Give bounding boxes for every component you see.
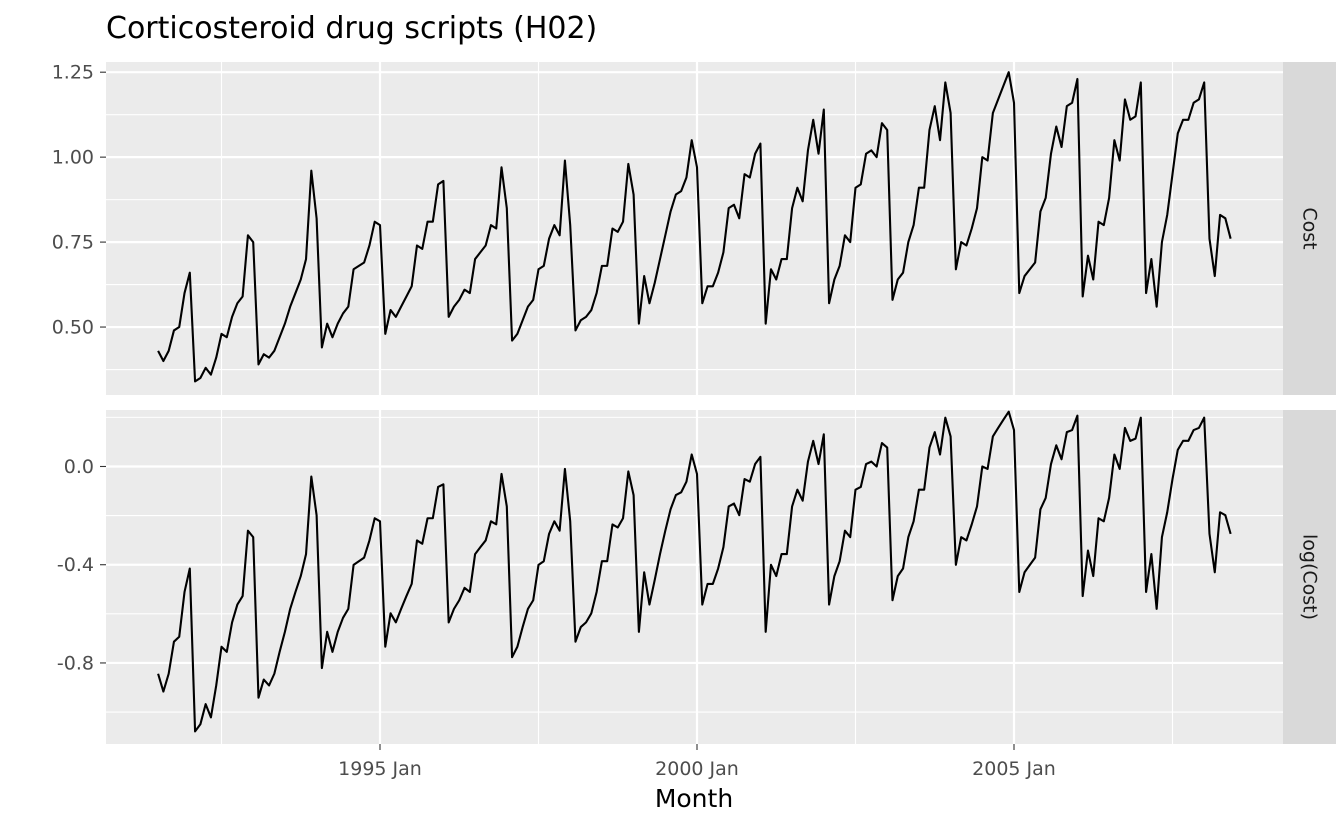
x-tick-label: 2005 Jan — [972, 758, 1056, 780]
panel-background — [106, 62, 1283, 395]
y-tick-label: 0.75 — [52, 232, 94, 254]
facet-strip — [1283, 62, 1336, 395]
y-tick-label: -0.4 — [57, 554, 94, 576]
x-axis: 1995 Jan 2000 Jan 2005 Jan — [338, 744, 1056, 780]
series-line-log-cost — [157, 410, 1232, 733]
panel-log-cost: log(Cost) -0.8 -0.4 0.0 — [57, 410, 1336, 744]
facet-strip-label: Cost — [1299, 207, 1321, 249]
y-tick-label: 0.0 — [64, 456, 94, 478]
chart-title: Corticosteroid drug scripts (H02) — [106, 11, 597, 46]
facet-strip-label: log(Cost) — [1299, 534, 1321, 620]
y-axis: 0.50 0.75 1.00 1.25 — [52, 62, 106, 339]
y-tick-label: -0.8 — [57, 652, 94, 674]
panel-cost: Cost 0.50 0.75 1.00 1.25 — [52, 62, 1336, 395]
x-tick-label: 2000 Jan — [655, 758, 739, 780]
x-tick-label: 1995 Jan — [338, 758, 422, 780]
series-line-cost — [157, 71, 1232, 383]
y-tick-label: 0.50 — [52, 317, 94, 339]
panel-background — [106, 410, 1283, 744]
y-axis: -0.8 -0.4 0.0 — [57, 456, 106, 674]
facet-strip — [1283, 410, 1336, 744]
y-tick-label: 1.25 — [52, 62, 94, 84]
y-tick-label: 1.00 — [52, 147, 94, 169]
x-axis-title: Month — [655, 784, 733, 813]
